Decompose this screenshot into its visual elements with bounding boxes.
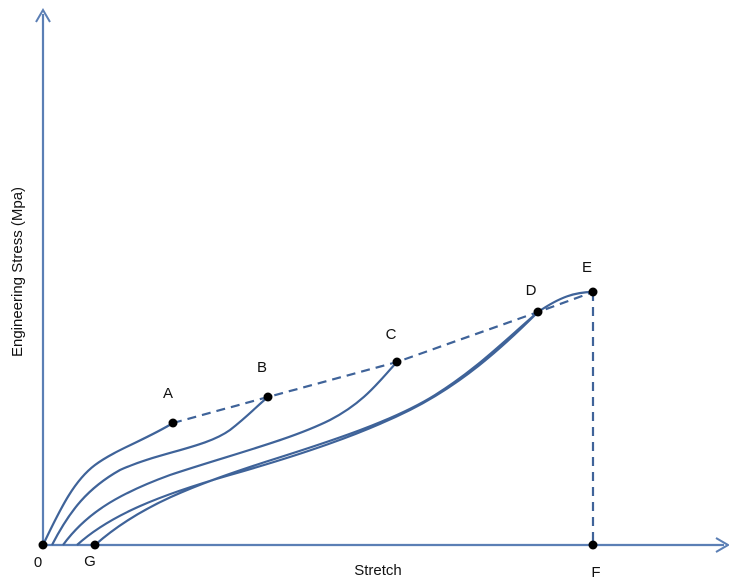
- point-origin: [38, 540, 48, 550]
- label-c: C: [386, 326, 397, 343]
- label-b: B: [257, 359, 267, 376]
- label-d: D: [526, 282, 537, 299]
- curve-0-to-a: [42, 422, 174, 546]
- point-c: [392, 357, 402, 367]
- label-f: F: [591, 564, 600, 581]
- y-axis-label: Engineering Stress (Mpa): [9, 187, 26, 357]
- label-g: G: [84, 553, 96, 570]
- points: [38, 287, 598, 550]
- point-b: [263, 392, 273, 402]
- point-e: [588, 287, 598, 297]
- label-a: A: [163, 385, 173, 402]
- point-d: [533, 307, 543, 317]
- x-axis-arrow-icon: [715, 537, 729, 553]
- axes: [35, 8, 729, 553]
- envelope-dashed-line: [172, 290, 594, 425]
- point-a: [168, 418, 178, 428]
- dashed-lines: [172, 290, 595, 545]
- point-f: [588, 540, 598, 550]
- point-g: [90, 540, 100, 550]
- x-axis-label: Stretch: [354, 562, 402, 579]
- point-labels: 0 A B C D E F G: [34, 259, 601, 581]
- label-origin: 0: [34, 554, 42, 571]
- curve-to-b: [51, 396, 269, 546]
- curve-to-d: [76, 311, 539, 546]
- curves: [42, 290, 594, 546]
- curve-g-to-e: [94, 290, 594, 546]
- label-e: E: [582, 259, 592, 276]
- curve-to-c: [62, 361, 398, 546]
- y-axis-arrow-icon: [35, 8, 51, 23]
